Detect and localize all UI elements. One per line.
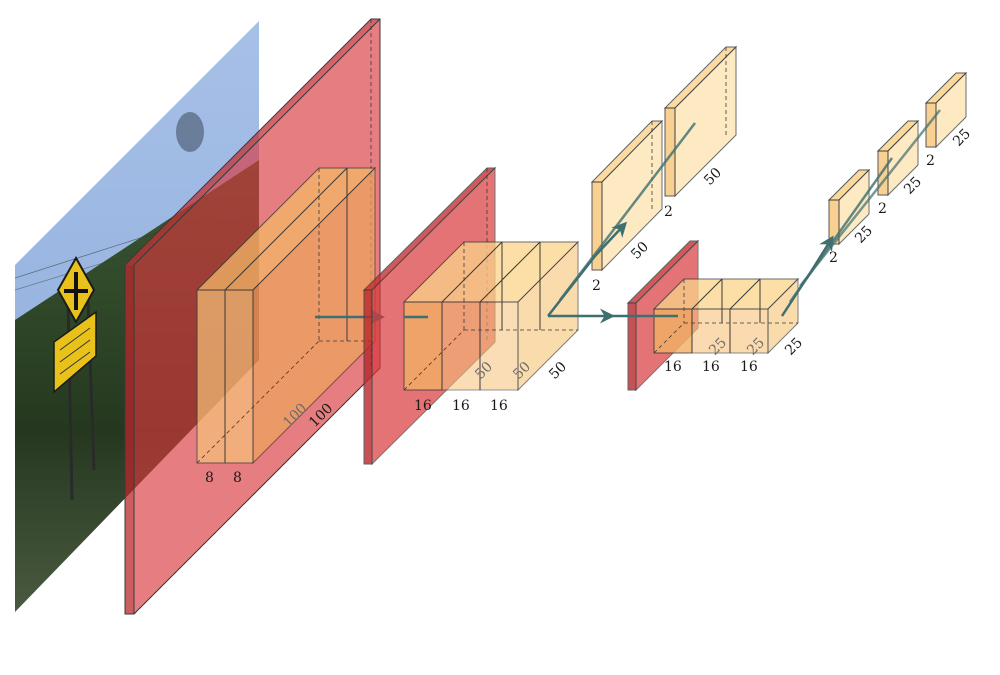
branch-small-depth-label: 2 [926,153,935,169]
block2-depth-label: 16 [452,398,470,414]
block3-depth-label: 16 [740,359,758,375]
crossroad-sign-icon [53,255,97,501]
block3-feature-maps [612,277,800,355]
flow-arrow [799,109,941,287]
block2-size-label: 50 [546,359,570,383]
block3-size-label: 25 [782,335,806,359]
branch-top-depth-label: 2 [664,204,673,220]
lens-smudge [176,112,204,152]
block3-depth-label: 16 [702,359,720,375]
branch-top-depth-label: 2 [592,278,601,294]
block3-depth-label: 16 [664,359,682,375]
block1-depth-label: 8 [233,470,242,486]
block2-depth-label: 16 [414,398,432,414]
flow-arrow [559,122,696,301]
branch-small-depth-label: 2 [829,250,838,266]
branch-top-size-label: 50 [628,239,652,263]
branch-top-size-label: 50 [701,165,725,189]
block1-depth-label: 8 [205,470,214,486]
branch-small-depth-label: 2 [878,201,887,217]
branch-small-maps [827,71,968,246]
block2-depth-label: 16 [490,398,508,414]
